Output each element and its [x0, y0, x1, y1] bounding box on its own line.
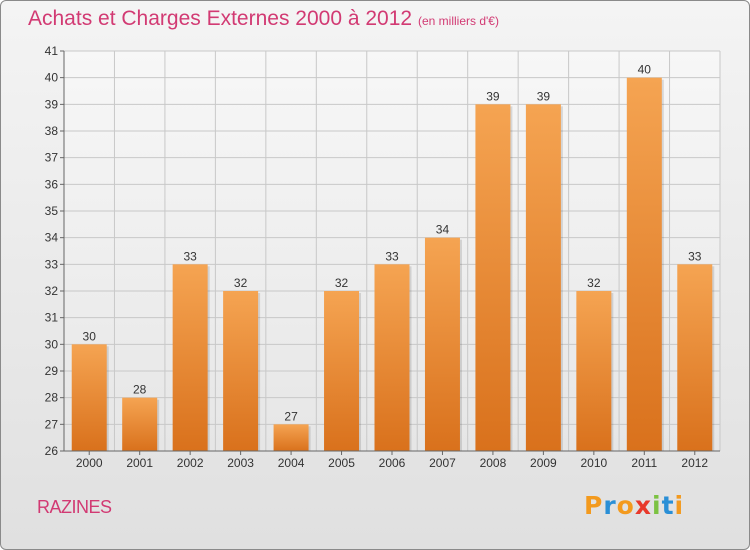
y-tick-label: 30 — [45, 337, 59, 351]
data-label: 32 — [335, 276, 349, 290]
data-label: 28 — [133, 383, 147, 397]
x-tick-label: 2003 — [227, 456, 254, 470]
axes: 26 27 28 29 30 31 32 33 34 35 36 37 38 39 40 41 2000 2001… — [45, 44, 720, 470]
y-tick-label: 32 — [45, 284, 59, 298]
data-label: 33 — [385, 249, 399, 263]
bar — [172, 264, 208, 451]
logo-letter: o — [616, 491, 635, 520]
y-tick-label: 28 — [45, 391, 59, 405]
logo-letter: i — [652, 491, 662, 520]
chart-title: Achats et Charges Externes 2000 à 2012 — [28, 7, 413, 30]
bar — [576, 291, 612, 451]
logo-letter: x — [634, 491, 652, 520]
logo-letter: t — [661, 491, 675, 520]
data-label: 34 — [436, 223, 450, 237]
data-label: 39 — [537, 89, 551, 103]
y-tick-label: 38 — [45, 124, 59, 138]
bar — [374, 264, 410, 451]
logo-letter: P — [584, 491, 604, 520]
y-tick-label: 26 — [45, 444, 59, 458]
x-tick-label: 2012 — [681, 456, 708, 470]
y-tick-label: 33 — [45, 257, 59, 271]
x-tick-label: 2002 — [177, 456, 204, 470]
x-tick-label: 2001 — [126, 456, 153, 470]
x-tick-label: 2000 — [76, 456, 103, 470]
data-label: 32 — [587, 276, 601, 290]
data-label: 30 — [83, 329, 97, 343]
y-tick-label: 35 — [45, 204, 59, 218]
data-labels: 30 28 33 32 27 32 33 34 39 39 32 40 33 — [83, 63, 702, 424]
proxiti-logo[interactable]: Proxiti — [584, 491, 684, 520]
data-label: 40 — [638, 63, 652, 77]
bars — [71, 77, 715, 452]
x-tick-label: 2009 — [530, 456, 557, 470]
data-label: 33 — [688, 249, 702, 263]
bar — [424, 237, 460, 451]
x-tick-label: 2007 — [429, 456, 456, 470]
data-label: 32 — [234, 276, 248, 290]
x-tick-label: 2005 — [328, 456, 355, 470]
x-tick-label: 2010 — [580, 456, 607, 470]
y-tick-label: 34 — [45, 231, 59, 245]
y-tick-label: 31 — [45, 311, 59, 325]
bar — [525, 104, 561, 451]
y-tick-label: 41 — [45, 44, 59, 58]
x-tick-label: 2011 — [631, 456, 657, 470]
bar — [626, 77, 662, 452]
y-tick-label: 39 — [45, 97, 59, 111]
chart-subtitle: (en milliers d'€) — [418, 14, 499, 28]
data-label: 27 — [284, 409, 298, 423]
bar — [273, 424, 309, 451]
bar — [475, 104, 511, 451]
y-tick-label: 27 — [45, 417, 59, 431]
commune-name: RAZINES — [37, 497, 112, 517]
logo-letter: i — [674, 491, 685, 520]
y-tick-label: 36 — [45, 177, 59, 191]
x-tick-label: 2006 — [379, 456, 406, 470]
y-tick-label: 29 — [45, 364, 59, 378]
data-label: 33 — [183, 249, 197, 263]
bar — [223, 291, 259, 451]
y-tick-label: 37 — [45, 151, 59, 165]
bar — [71, 344, 107, 451]
logo-letter: r — [603, 491, 617, 520]
data-label: 39 — [486, 89, 500, 103]
y-tick-label: 40 — [45, 71, 59, 85]
x-tick-label: 2004 — [278, 456, 305, 470]
bar — [324, 291, 360, 451]
bar — [122, 397, 158, 451]
bar — [677, 264, 713, 451]
x-tick-label: 2008 — [480, 456, 507, 470]
